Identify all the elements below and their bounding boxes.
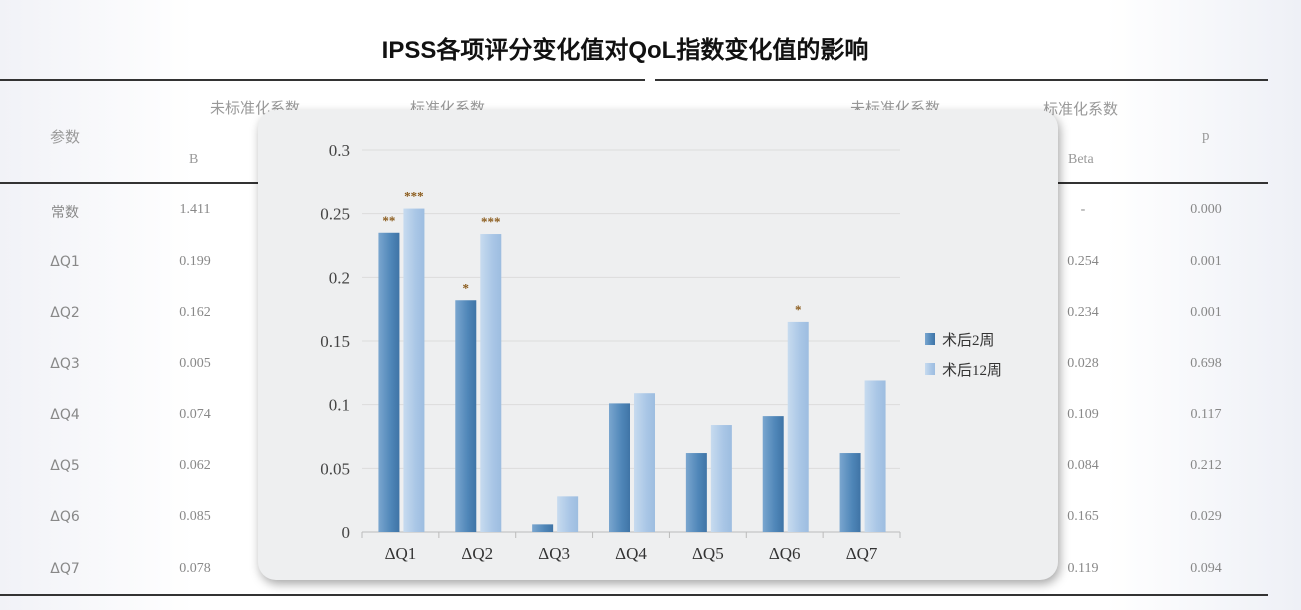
header-std-right: 标准化系数 bbox=[1043, 100, 1119, 118]
x-tick-label: ΔQ6 bbox=[769, 544, 801, 563]
significance-label: * bbox=[463, 280, 470, 295]
bar-2w bbox=[378, 232, 400, 532]
significance-label: *** bbox=[404, 189, 424, 204]
table-bottom-rule bbox=[0, 594, 1268, 596]
table-cell-b: 0.085 bbox=[179, 509, 211, 524]
significance-label: * bbox=[795, 302, 802, 317]
significance-label: ** bbox=[382, 213, 395, 228]
table-cell-beta: 0.119 bbox=[1067, 561, 1099, 576]
y-tick-label: 0.15 bbox=[320, 332, 350, 351]
table-cell-p: 0.094 bbox=[1190, 561, 1222, 576]
table-cell-p: 0.001 bbox=[1190, 254, 1222, 269]
legend-swatch bbox=[925, 333, 935, 345]
y-tick-label: 0.3 bbox=[329, 141, 350, 160]
table-cell-b: 0.005 bbox=[179, 356, 211, 371]
table-cell-b: 0.078 bbox=[179, 561, 211, 576]
chart-panel: 0 0.05 0.1 0.15 0.2 0.25 0.3 ** *** ΔQ1 * *** ΔQ2 ΔQ3… bbox=[258, 110, 1058, 580]
bar-chart: 00.050.10.150.20.250.3*****ΔQ1****ΔQ2 ΔQ3… bbox=[320, 141, 1002, 563]
x-tick-label: ΔQ2 bbox=[461, 544, 493, 563]
bar-2w bbox=[609, 403, 630, 532]
table-top-rule bbox=[0, 79, 645, 81]
header-param: 参数 bbox=[50, 128, 81, 146]
x-tick-label: ΔQ4 bbox=[615, 544, 647, 563]
table-cell-b: 0.074 bbox=[179, 407, 211, 422]
bar-12w bbox=[634, 393, 655, 532]
table-cell-beta: 0.234 bbox=[1067, 305, 1099, 320]
slide-title: IPSS各项评分变化值对QoL指数变化值的影响 bbox=[381, 37, 869, 64]
bar-2w bbox=[455, 300, 477, 532]
y-tick-label: 0.05 bbox=[320, 459, 350, 478]
y-tick-label: 0.2 bbox=[329, 268, 350, 287]
table-cell-p: 0.001 bbox=[1190, 305, 1222, 320]
header-p: p bbox=[1202, 128, 1210, 144]
bar-2w bbox=[532, 524, 554, 532]
table-cell-p: 0.117 bbox=[1190, 407, 1222, 422]
table-cell-param: ΔQ7 bbox=[50, 561, 80, 577]
table-cell-p: 0.698 bbox=[1190, 356, 1222, 371]
significance-label: *** bbox=[481, 214, 501, 229]
table-cell-b: 1.411 bbox=[179, 202, 211, 217]
bar-2w bbox=[685, 453, 707, 532]
bar-12w bbox=[864, 380, 886, 532]
legend-swatch bbox=[925, 363, 935, 375]
y-tick-label: 0 bbox=[342, 523, 351, 542]
table-cell-param: ΔQ2 bbox=[50, 305, 80, 321]
table-cell-param: 常数 bbox=[51, 205, 79, 221]
table-cell-beta: 0.028 bbox=[1067, 356, 1099, 371]
x-tick-label: ΔQ5 bbox=[692, 544, 724, 563]
table-cell-b: 0.199 bbox=[179, 254, 211, 269]
x-tick-label: ΔQ1 bbox=[385, 544, 417, 563]
table-cell-beta: 0.109 bbox=[1067, 407, 1099, 422]
bar-12w bbox=[480, 234, 502, 532]
bar-2w bbox=[839, 453, 861, 532]
y-tick-label: 0.25 bbox=[320, 205, 350, 224]
bar-12w bbox=[710, 425, 732, 532]
header-b: B bbox=[189, 152, 199, 167]
y-tick-label: 0.1 bbox=[329, 396, 350, 415]
table-cell-p: 0.029 bbox=[1190, 509, 1222, 524]
legend-label: 术后2周 bbox=[942, 332, 995, 349]
table-cell-p: 0.212 bbox=[1190, 458, 1222, 473]
table-cell-param: ΔQ4 bbox=[50, 407, 80, 423]
bar-2w bbox=[762, 416, 784, 532]
table-cell-beta: - bbox=[1080, 202, 1086, 217]
table-cell-param: ΔQ5 bbox=[50, 458, 80, 474]
x-tick-label: ΔQ7 bbox=[846, 544, 878, 563]
table-cell-param: ΔQ1 bbox=[50, 254, 80, 270]
legend-label: 术后12周 bbox=[942, 362, 1002, 379]
bar-12w bbox=[557, 496, 579, 532]
table-top-rule-right bbox=[655, 79, 1268, 81]
table-cell-p: 0.000 bbox=[1190, 202, 1222, 217]
table-cell-beta: 0.084 bbox=[1067, 458, 1099, 473]
table-cell-b: 0.162 bbox=[179, 305, 211, 320]
bar-12w bbox=[787, 321, 809, 532]
header-beta: Beta bbox=[1068, 152, 1094, 167]
table-cell-param: ΔQ3 bbox=[50, 356, 80, 372]
table-cell-param: ΔQ6 bbox=[50, 509, 80, 525]
table-cell-beta: 0.165 bbox=[1067, 509, 1099, 524]
table-cell-beta: 0.254 bbox=[1067, 254, 1099, 269]
bar-12w bbox=[403, 208, 425, 532]
x-tick-label: ΔQ3 bbox=[538, 544, 570, 563]
table-cell-b: 0.062 bbox=[179, 458, 211, 473]
